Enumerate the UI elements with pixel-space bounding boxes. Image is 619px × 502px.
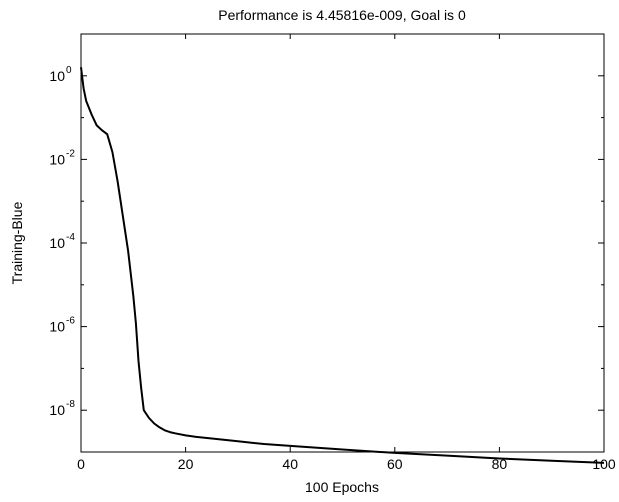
series-line-0 — [80, 67, 605, 464]
x-tick-label: 0 — [77, 456, 85, 472]
plot-frame — [80, 33, 605, 453]
x-tick-label: 60 — [387, 456, 403, 472]
x-tick-label: 40 — [282, 456, 298, 472]
y-tick-base: 10 — [49, 151, 65, 167]
y-tick-exponent: 0 — [66, 65, 72, 76]
series-layer — [80, 67, 605, 464]
y-tick-exponent: -6 — [66, 316, 75, 327]
y-tick-label: 10 — [49, 235, 65, 251]
y-tick-base: 10 — [49, 235, 65, 251]
y-tick-label: 10 — [49, 151, 65, 167]
chart-title: Performance is 4.45816e-009, Goal is 0 — [218, 7, 466, 23]
plot-area — [81, 34, 604, 452]
y-tick-label: 10 — [49, 319, 65, 335]
y-tick-label: 10 — [49, 68, 65, 84]
y-tick-base: 10 — [49, 68, 65, 84]
y-axis-label: Training-Blue — [9, 201, 25, 284]
x-tick-label: 80 — [492, 456, 508, 472]
x-axis-label: 100 Epochs — [305, 479, 379, 495]
x-tick-label: 20 — [178, 456, 194, 472]
x-tick-label: 100 — [592, 456, 616, 472]
y-tick-label: 10 — [49, 402, 65, 418]
y-tick-exponent: -8 — [66, 399, 75, 410]
y-tick-base: 10 — [49, 319, 65, 335]
y-tick-exponent: -2 — [66, 148, 75, 159]
y-tick-exponent: -4 — [66, 232, 75, 243]
y-tick-base: 10 — [49, 402, 65, 418]
